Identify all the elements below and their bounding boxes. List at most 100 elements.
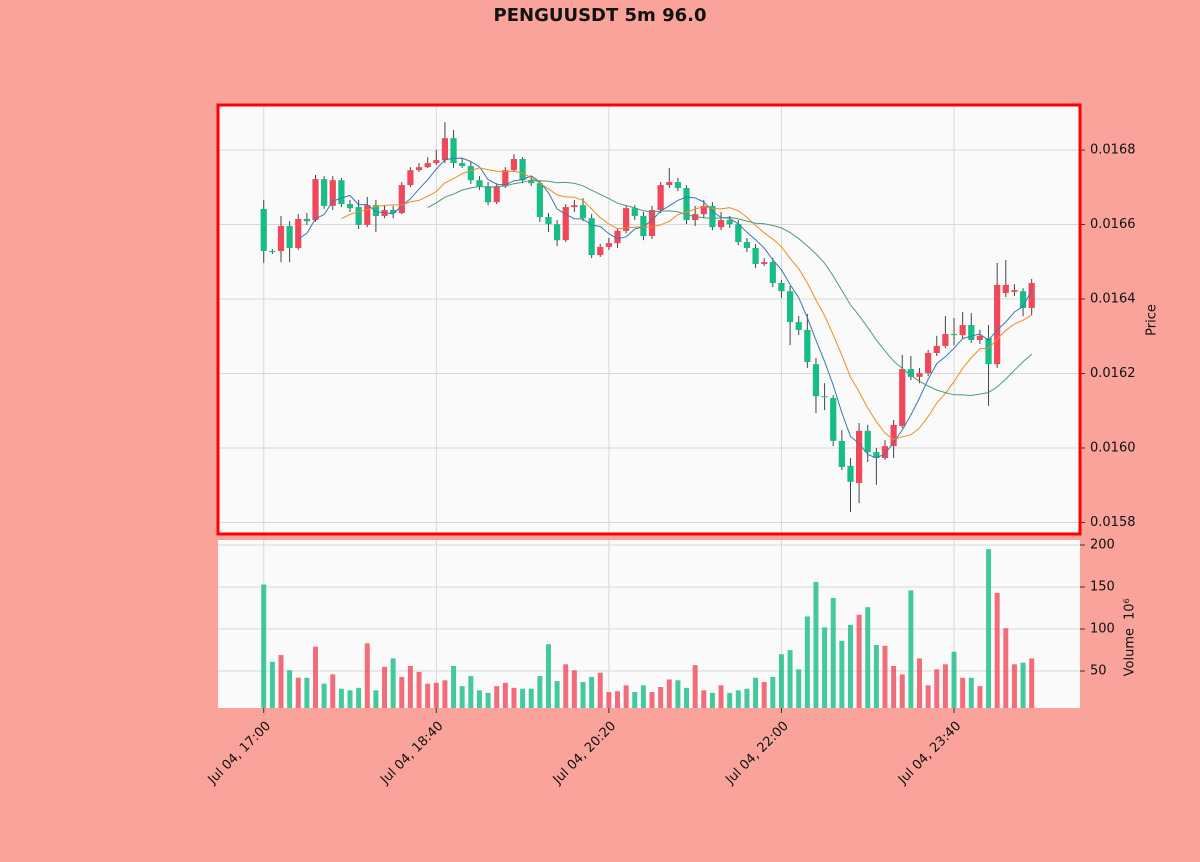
y-tick-label: 0.0158 — [1090, 515, 1136, 530]
volume-bar — [330, 674, 336, 708]
y-tick-label: 0.0166 — [1090, 217, 1136, 232]
volume-bar — [589, 676, 595, 708]
candle-body — [959, 325, 966, 336]
candle-body — [925, 353, 932, 374]
candle-body — [769, 262, 776, 284]
candle-body — [364, 205, 371, 225]
candle-body — [519, 158, 526, 181]
candle-body — [493, 186, 500, 203]
y-tick-label: 200 — [1090, 538, 1115, 553]
volume-bar — [718, 685, 724, 708]
candle-body — [864, 430, 871, 453]
volume-bar — [416, 671, 422, 708]
volume-bar — [399, 676, 405, 708]
volume-bar — [917, 658, 922, 708]
volume-bar — [269, 661, 275, 708]
volume-bar — [502, 682, 508, 708]
candle-body — [786, 291, 794, 323]
candle-body — [1019, 291, 1027, 308]
candle-body — [484, 186, 492, 203]
candle-body — [804, 329, 811, 362]
candle-body — [631, 208, 638, 216]
volume-bar — [451, 666, 457, 708]
candle-body — [994, 284, 1001, 365]
candle-body — [415, 167, 423, 171]
volume-bar — [649, 692, 655, 708]
volume-bar — [813, 582, 819, 708]
volume-bar — [425, 683, 431, 708]
candle-body — [743, 242, 751, 248]
volume-bar — [994, 592, 1000, 708]
volume-bar — [494, 686, 500, 708]
candle-body — [528, 180, 535, 184]
volume-bar — [882, 645, 888, 708]
volume-unit: 10⁶ — [1123, 598, 1138, 620]
volume-bar — [951, 651, 957, 708]
candle-body — [648, 210, 656, 237]
volume-bar — [925, 685, 931, 708]
volume-bar — [1011, 664, 1017, 708]
volume-bar — [528, 688, 534, 708]
x-tick-label: Jul 04, 23:40 — [895, 719, 964, 788]
candle-body — [1028, 283, 1035, 308]
volume-bar — [934, 669, 940, 708]
candle-body — [752, 248, 759, 265]
volume-bar — [511, 687, 517, 708]
candle-body — [553, 224, 561, 241]
volume-bar — [709, 692, 715, 708]
candle-body — [605, 243, 612, 247]
volume-bar — [942, 664, 948, 708]
candle-body — [873, 452, 880, 459]
volume-bar — [356, 687, 362, 708]
volume-bar — [753, 677, 759, 708]
volume-bar — [571, 670, 577, 708]
highlight-box — [216, 103, 1082, 536]
volume-bar — [675, 680, 681, 708]
volume-bar — [873, 645, 879, 708]
candle-body — [847, 465, 854, 482]
candle-body — [700, 205, 707, 215]
volume-bar — [545, 644, 551, 708]
volume-bar — [287, 670, 293, 708]
candle-body — [640, 215, 647, 237]
candle-body — [433, 160, 440, 164]
candle-body — [398, 185, 405, 213]
candle-body — [1011, 290, 1018, 292]
volume-bar — [261, 584, 267, 708]
volume-bar — [295, 677, 301, 708]
volume-bar — [684, 687, 690, 708]
volume-bar — [1029, 658, 1035, 708]
volume-axis-label: Volume 10⁶ — [1123, 598, 1138, 676]
candle-body — [597, 246, 604, 256]
volume-bar — [476, 690, 482, 708]
y-tick-label: 50 — [1090, 664, 1107, 679]
volume-bar — [977, 686, 983, 708]
candle-body — [510, 158, 518, 171]
volume-bar — [865, 607, 871, 708]
volume-bar — [338, 688, 344, 708]
marks — [260, 122, 1035, 708]
candle-body — [709, 205, 716, 228]
volume-panel — [218, 540, 1080, 708]
volume-bar — [459, 686, 465, 708]
candle-body — [907, 369, 914, 377]
candle-body — [657, 185, 664, 211]
volume-bar — [580, 681, 586, 708]
candle-body — [588, 218, 595, 256]
volume-label: Volume — [1123, 628, 1138, 676]
candle-body — [890, 424, 897, 447]
candle-body — [735, 224, 742, 243]
volume-bar — [856, 614, 862, 708]
volume-bar — [796, 669, 802, 708]
candle-body — [916, 373, 923, 377]
volume-bar — [727, 692, 733, 708]
candle-body — [761, 262, 768, 265]
price-panel — [218, 105, 1080, 534]
candle-body — [390, 210, 397, 213]
candle-body — [985, 338, 992, 365]
volume-bar — [968, 677, 974, 708]
volume-bar — [986, 549, 992, 708]
candle-body — [355, 207, 362, 225]
candle-body — [830, 398, 837, 441]
